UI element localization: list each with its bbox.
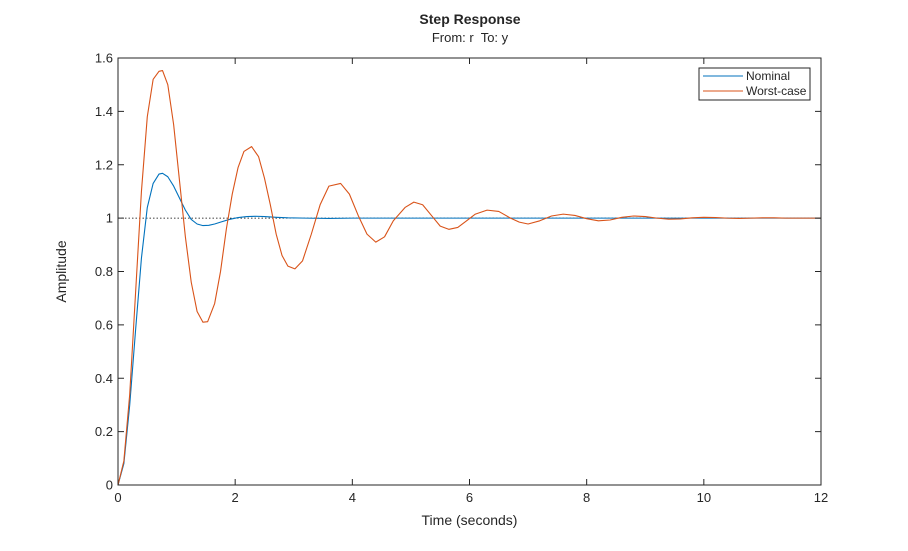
x-tick-label: 2	[232, 490, 239, 505]
legend-label-worst-case: Worst-case	[746, 84, 807, 98]
y-axis-label: Amplitude	[53, 240, 69, 302]
y-tick-label: 0.6	[95, 317, 113, 332]
x-tick-label: 8	[583, 490, 590, 505]
x-tick-label: 4	[349, 490, 356, 505]
x-tick-label: 6	[466, 490, 473, 505]
legend-label-nominal: Nominal	[746, 69, 790, 83]
legend: Nominal Worst-case	[698, 67, 811, 101]
series-line-worst-case	[117, 69, 821, 486]
y-tick-label: 0.2	[95, 424, 113, 439]
y-tick-label: 0.4	[95, 371, 113, 386]
x-tick-label: 0	[114, 490, 121, 505]
y-tick-label: 1.2	[95, 157, 113, 172]
y-tick-label: 1.4	[95, 104, 113, 119]
x-tick-label: 10	[697, 490, 711, 505]
x-tick-label: 12	[814, 490, 828, 505]
chart-subtitle: From: r To: y	[432, 30, 509, 45]
legend-box	[698, 67, 811, 101]
plot-area	[118, 58, 821, 485]
y-tick-label: 0.8	[95, 264, 113, 279]
x-axis-label: Time (seconds)	[422, 512, 518, 528]
y-tick-label: 1.6	[95, 51, 113, 66]
chart-title: Step Response	[419, 11, 520, 27]
y-tick-label: 1	[106, 211, 113, 226]
axes-box	[117, 57, 822, 486]
y-tick-label: 0	[106, 478, 113, 493]
